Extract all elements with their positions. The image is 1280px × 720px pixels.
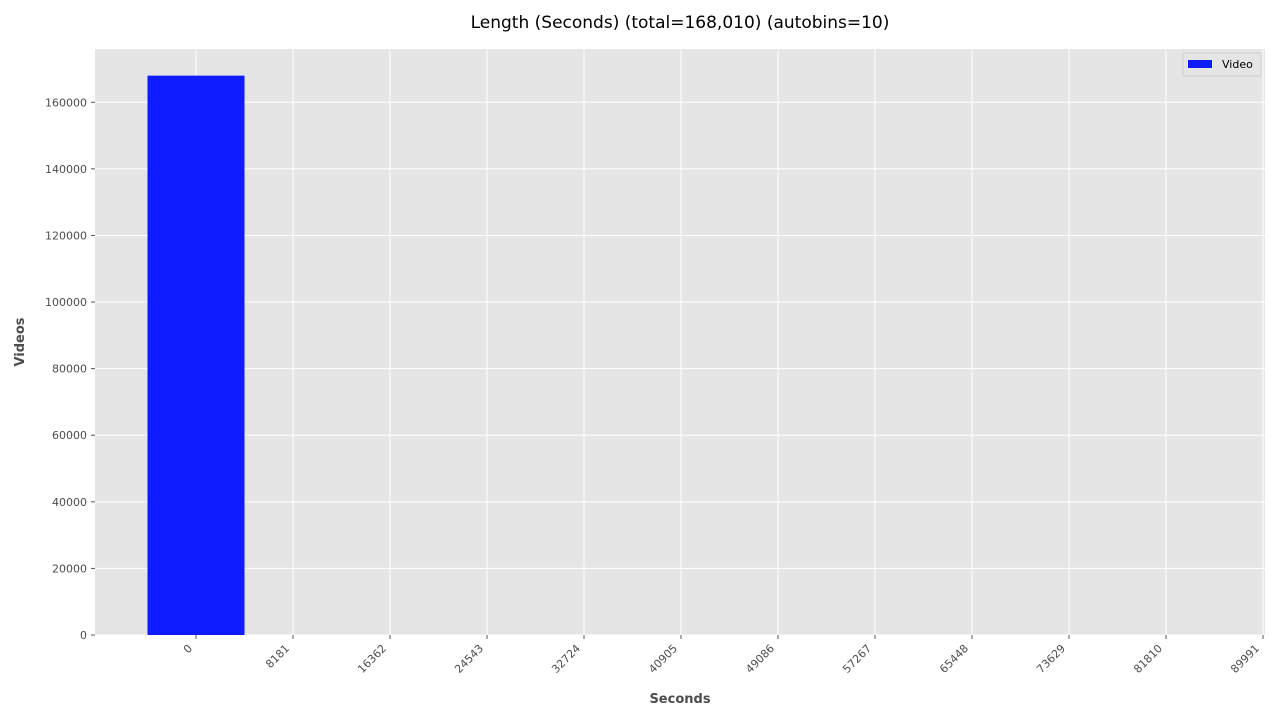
x-axis-title: Seconds [649,692,710,707]
x-tick-label: 57267 [840,642,874,676]
legend-label: Video [1222,58,1253,71]
chart-title: Length (Seconds) (total=168,010) (autobi… [471,13,890,33]
y-tick-label: 140000 [45,163,87,176]
y-axis-title: Videos [13,317,28,366]
y-tick-label: 40000 [52,496,87,509]
y-tick-label: 160000 [45,96,87,109]
x-tick-label: 32724 [549,642,583,676]
x-tick-label: 89991 [1228,642,1262,676]
grid-lines [95,49,1265,636]
bars [147,75,245,636]
x-tick-label: 8181 [263,642,292,671]
y-tick-label: 60000 [52,429,87,442]
x-axis-ticks: 0 8181 16362 24543 32724 40905 49086 57267 65448… [181,635,1264,676]
y-tick-label: 20000 [52,562,87,575]
y-tick-label: 0 [80,629,87,642]
x-tick-label: 73629 [1034,642,1068,676]
x-tick-label: 0 [181,642,195,656]
legend: Video [1182,52,1262,77]
legend-box [1182,52,1262,77]
x-tick-label: 40905 [646,642,680,676]
legend-swatch [1188,60,1212,68]
x-tick-label: 49086 [743,642,777,676]
y-tick-label: 80000 [52,363,87,376]
x-tick-label: 81810 [1131,642,1165,676]
x-tick-label: 16362 [355,642,389,676]
plot-area [95,49,1265,635]
x-tick-label: 65448 [937,642,971,676]
y-tick-label: 100000 [45,296,87,309]
y-axis-ticks: 0 20000 40000 60000 80000 100000 120000 140000 1… [45,96,95,642]
x-tick-label: 24543 [452,642,486,676]
y-tick-label: 120000 [45,229,87,242]
histogram-bar [147,75,245,636]
